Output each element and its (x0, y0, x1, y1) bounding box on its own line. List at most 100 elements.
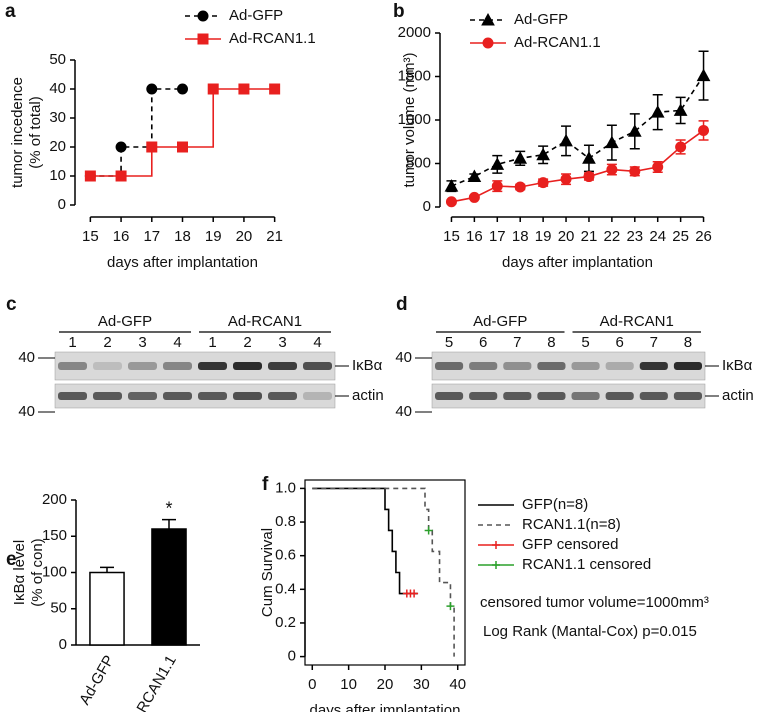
legend-label: RCAN1.1 censored (522, 556, 651, 573)
error-bar (162, 518, 176, 529)
marker (606, 164, 618, 176)
marker (582, 151, 596, 164)
blot-band (571, 362, 600, 370)
x-tick-label: 22 (604, 228, 621, 245)
x-tick-label: 17 (143, 228, 160, 245)
marker (605, 135, 619, 149)
y-tick-label: 1500 (398, 67, 431, 84)
x-tick-label: 18 (174, 228, 191, 245)
blot-band (128, 362, 157, 370)
lane-label: 1 (208, 334, 216, 351)
x-tick-label: 15 (443, 228, 460, 245)
y-tick-label: 10 (49, 167, 66, 184)
y-axis-label: (% of con) (29, 538, 46, 606)
marker (650, 105, 665, 118)
marker (424, 526, 433, 535)
marker (492, 541, 500, 549)
blot-band (435, 392, 464, 400)
x-tick-label: Ad-RCAN1.1 (122, 652, 180, 712)
legend-label: Ad-GFP (514, 11, 568, 28)
blot-band (537, 362, 566, 370)
y-axis-label: tumor incedence (9, 77, 26, 188)
x-axis-label: days after implantation (502, 254, 653, 271)
group-label: Ad-RCAN1 (228, 313, 302, 330)
marker (675, 141, 687, 153)
legend-label: Ad-RCAN1.1 (229, 30, 316, 47)
y-tick-label: 30 (49, 109, 66, 126)
marker (445, 196, 457, 208)
marker (238, 83, 250, 95)
lane-label: 6 (479, 334, 487, 351)
blot-band (93, 362, 122, 370)
legend-label: Ad-RCAN1.1 (514, 34, 601, 51)
band-label: actin (352, 387, 384, 404)
marker (115, 170, 127, 182)
panel-letter: e (6, 549, 17, 570)
marker (444, 179, 459, 192)
series-line (312, 487, 418, 595)
x-tick-label: 0 (308, 676, 316, 693)
marker (491, 180, 503, 192)
y-tick-label: 0 (423, 198, 431, 215)
annotation: Log Rank (Mantal-Cox) p=0.015 (483, 623, 697, 640)
y-tick-label: 2000 (398, 24, 431, 41)
band-label: actin (722, 387, 754, 404)
x-tick-label: 21 (581, 228, 598, 245)
x-tick-label: 24 (649, 228, 666, 245)
mw-marker: 40 (18, 403, 35, 420)
blot-band (233, 392, 262, 400)
y-tick-label: 0 (58, 196, 66, 213)
marker (492, 561, 500, 569)
y-tick-label: 0.6 (275, 547, 296, 564)
mw-marker: 40 (395, 349, 412, 366)
blot-band (605, 392, 634, 400)
blot-band (163, 392, 192, 400)
x-tick-label: 25 (672, 228, 689, 245)
x-tick-label: 26 (695, 228, 712, 245)
blot-band (639, 362, 668, 370)
blot-band (503, 362, 532, 370)
blot-band (233, 362, 262, 370)
blot-band (268, 362, 297, 370)
band-label: IκBα (352, 357, 383, 374)
marker (559, 133, 573, 147)
marker (269, 83, 281, 95)
x-tick-label: 23 (626, 228, 643, 245)
x-tick-label: 20 (377, 676, 394, 693)
y-tick-label: 20 (49, 138, 66, 155)
annotation: censored tumor volume=1000mm³ (480, 594, 709, 611)
marker (698, 124, 710, 136)
blot-band (93, 392, 122, 400)
blot-band (268, 392, 297, 400)
y-tick-label: 0 (59, 636, 67, 653)
x-tick-label: 10 (340, 676, 357, 693)
panel-letter: a (5, 1, 16, 22)
marker (673, 103, 688, 116)
error-bar (100, 566, 114, 573)
y-axis-label: IκBα level (11, 540, 28, 605)
marker (627, 124, 642, 137)
blot-band (163, 362, 192, 370)
marker (696, 68, 711, 82)
lane-label: 7 (513, 334, 521, 351)
x-tick-label: 16 (113, 228, 130, 245)
lane-label: 3 (278, 334, 286, 351)
blot-band (469, 362, 498, 370)
lane-label: 5 (445, 334, 453, 351)
marker (652, 161, 664, 173)
y-tick-label: 50 (49, 51, 66, 68)
marker (467, 169, 482, 183)
marker (482, 37, 494, 49)
y-tick-label: 50 (50, 600, 67, 617)
y-axis-label: tumor volume (mm³) (401, 52, 418, 187)
x-tick-label: 19 (205, 228, 222, 245)
marker (197, 33, 209, 45)
panel-letter: f (262, 474, 269, 495)
marker (207, 83, 219, 95)
marker (513, 151, 528, 164)
marker (84, 170, 96, 182)
marker (514, 181, 526, 193)
y-tick-label: 200 (42, 491, 67, 508)
lane-label: 1 (68, 334, 76, 351)
